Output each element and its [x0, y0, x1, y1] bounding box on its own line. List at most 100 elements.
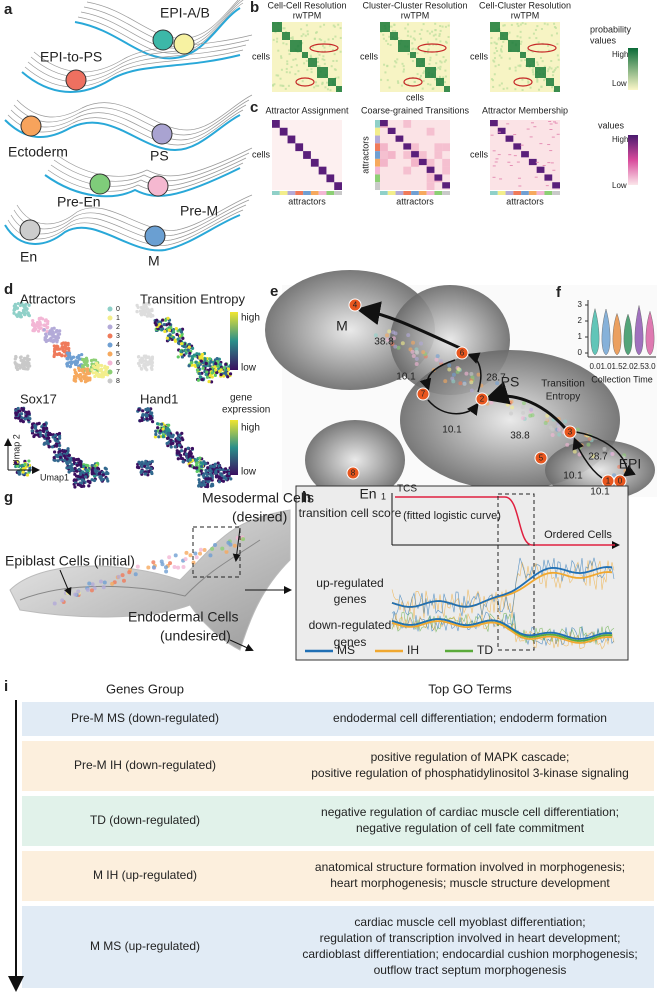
heatmap-block [336, 86, 342, 92]
cell-dot [23, 306, 27, 310]
axis-label: TCS [397, 484, 417, 495]
cell-dot [218, 468, 222, 472]
colorbar [628, 135, 638, 185]
heatmap-cell [447, 24, 450, 27]
cell-dot [390, 342, 395, 347]
legend-low: Low [612, 181, 627, 190]
heatmap-cell [395, 61, 398, 64]
heatmap-cell [521, 78, 524, 81]
heatmap-cell [304, 34, 307, 37]
cell-dot [179, 453, 183, 458]
go-term: heart morphogenesis; muscle structure de… [330, 876, 610, 890]
row-bg [22, 741, 654, 791]
panel-letter: h [302, 489, 311, 506]
cell-dot [208, 357, 212, 361]
heatmap-cell [492, 59, 495, 62]
cell-dot [20, 463, 24, 467]
heatmap-cell [288, 53, 291, 56]
heatmap-cell [556, 66, 559, 69]
heatmap-cell [275, 40, 278, 43]
heatmap-block [490, 22, 500, 32]
cell-dot [46, 325, 50, 329]
heatmap-cell [545, 185, 549, 187]
state-label: Pre-M [180, 203, 218, 219]
landscape-line [30, 39, 250, 78]
cell-dot [102, 580, 107, 585]
heatmap-block [318, 166, 327, 175]
heatmap-cell [533, 126, 537, 128]
cell-dot [85, 587, 90, 592]
cell-dot [189, 360, 193, 365]
heatmap-cell [491, 79, 494, 82]
cell-dot [602, 446, 607, 451]
heatmap-cell [439, 25, 442, 28]
legend-title: expression [222, 405, 270, 416]
cell-dot [94, 470, 98, 474]
heatmap-cell [444, 75, 447, 78]
cell-dot [73, 379, 78, 383]
cell-dot [208, 477, 212, 481]
landscape-line [33, 34, 253, 73]
heatmap-cell [400, 84, 403, 87]
cell-dot [198, 375, 203, 379]
cell-dot [66, 447, 70, 451]
edge-label: 38.8 [374, 337, 394, 348]
heatmap-cell [313, 86, 316, 89]
heatmap-block [546, 78, 554, 86]
heatmap-cell [287, 49, 290, 52]
cell-dot [43, 323, 47, 328]
pointer [232, 527, 241, 562]
cell-dot [84, 356, 89, 360]
cell-dot [33, 424, 37, 428]
cell-dot [180, 431, 184, 435]
cell-dot [143, 472, 147, 476]
cell-dot [55, 328, 59, 333]
node-label: 2 [480, 395, 485, 404]
heatmap-cell [500, 56, 503, 59]
cell-dot [67, 346, 71, 351]
legend-title: gene [230, 393, 253, 404]
cell-dot [194, 463, 199, 468]
heatmap-cell [384, 71, 387, 74]
cell-dot [201, 366, 205, 370]
cell-dot [146, 314, 151, 318]
cell-dot [56, 332, 61, 336]
edge-label: 10.1 [563, 471, 583, 482]
cell-dot [27, 357, 31, 362]
cell-dot [216, 364, 220, 368]
cell-dot [87, 484, 91, 488]
heatmap-cell [319, 25, 322, 28]
cell-dot [196, 378, 201, 382]
node-label: 3 [568, 428, 573, 437]
cell-dot [173, 553, 178, 558]
heatmap-cell [556, 54, 559, 57]
axis-label: Umap1 [40, 472, 69, 482]
cell-dot [443, 379, 448, 384]
colorbar [230, 312, 238, 370]
heatmap-cell [397, 37, 400, 40]
transition-arrow [419, 359, 456, 391]
cell-dot [24, 302, 28, 306]
heatmap-cell [532, 71, 535, 74]
cell-dot [15, 464, 20, 468]
cell-dot [147, 407, 151, 411]
cell-dot [439, 359, 444, 364]
heatmap-cell [510, 23, 513, 26]
heatmap-cell [385, 39, 388, 42]
heatmap-cell [284, 87, 287, 90]
heatmap-cell [275, 74, 278, 77]
cell-dot [53, 450, 57, 454]
heatmap-cell [383, 63, 386, 66]
cell-dot [226, 367, 231, 371]
cell-dot [469, 371, 474, 376]
landscape-line [27, 44, 247, 83]
cell-dot [169, 445, 173, 449]
cell-dot [86, 367, 90, 371]
y-tick-label: 1 [578, 332, 583, 341]
region-label: PS [501, 374, 520, 390]
heatmap-cell [492, 85, 495, 88]
cell-state [20, 115, 42, 137]
cell-dot [167, 328, 171, 332]
cell-dot [173, 338, 177, 342]
heatmap-cell [526, 128, 530, 130]
